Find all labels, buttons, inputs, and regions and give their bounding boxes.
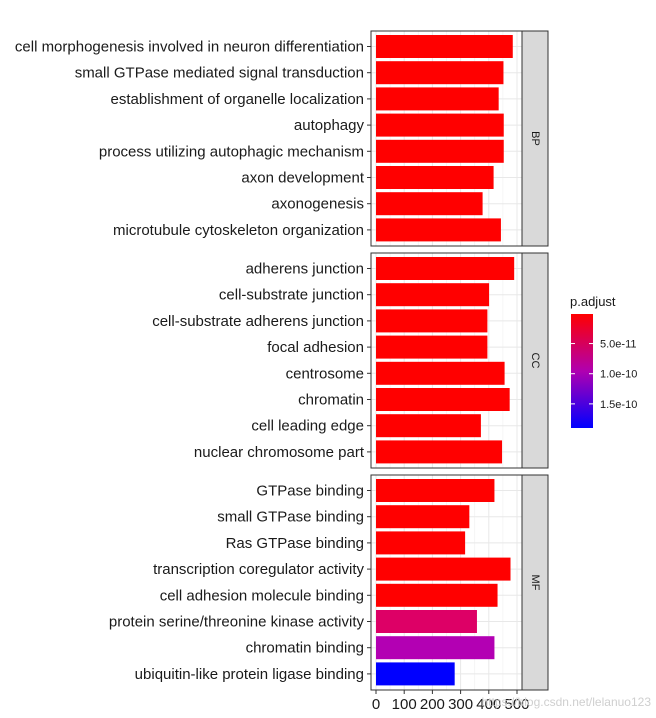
facet-strip-label: MF: [529, 575, 541, 591]
term-label: autophagy: [294, 117, 365, 134]
bar: [376, 557, 511, 581]
x-tick-label: 500: [504, 696, 529, 713]
term-label: focal adhesion: [267, 339, 364, 356]
bar: [376, 166, 494, 189]
facet-panel-bp: cell morphogenesis involved in neuron di…: [15, 30, 549, 247]
term-label: GTPase binding: [256, 483, 364, 500]
term-label: cell adhesion molecule binding: [160, 587, 364, 604]
facet-strip: [521, 252, 549, 469]
bar: [376, 531, 466, 555]
watermark: https://blog.csdn.net/lelanuo123: [482, 695, 652, 709]
term-label: establishment of organelle localization: [111, 91, 364, 108]
term-label: transcription coregulator activity: [153, 561, 364, 578]
bar: [376, 388, 510, 411]
legend-title: p.adjust: [570, 294, 616, 309]
term-label: axon development: [241, 170, 364, 187]
bar: [376, 414, 481, 438]
term-label: small GTPase mediated signal transductio…: [75, 65, 364, 82]
x-tick-label: 200: [420, 696, 445, 713]
term-label: cell-substrate junction: [219, 287, 364, 304]
term-label: chromatin binding: [246, 640, 364, 657]
bar: [376, 361, 505, 385]
bar: [376, 192, 483, 216]
term-label: small GTPase binding: [217, 509, 364, 526]
x-tick-label: 0: [372, 696, 380, 713]
facet-strip-label: CC: [529, 353, 541, 369]
term-label: cell morphogenesis involved in neuron di…: [15, 39, 364, 56]
bar: [376, 309, 488, 333]
term-label: cell-substrate adherens junction: [152, 313, 364, 330]
legend-tick-label: 1.5e-10: [600, 399, 637, 411]
facet-panel-cc: adherens junction cell-substrate junction…: [152, 252, 549, 469]
color-legend: p.adjust 5.0e-11 1.0e-10 1.5e-10: [570, 294, 637, 428]
term-label: protein serine/threonine kinase activity: [109, 614, 365, 631]
bar: [376, 61, 504, 85]
facet-strip: [521, 30, 549, 247]
term-label: microtubule cytoskeleton organization: [113, 222, 364, 239]
x-axis: 0 100 200 300 400 500: [372, 690, 530, 713]
x-tick-label: 400: [476, 696, 501, 713]
bar: [376, 479, 495, 502]
legend-tick-label: 5.0e-11: [600, 339, 637, 351]
legend-colorbar: [571, 314, 593, 428]
term-label: nuclear chromosome part: [194, 444, 365, 461]
term-label: centrosome: [286, 365, 364, 382]
facet-strip-label: BP: [529, 131, 541, 146]
bar: [376, 35, 513, 58]
term-label: adherens junction: [246, 261, 364, 278]
term-label: ubiquitin-like protein ligase binding: [135, 666, 364, 683]
bar: [376, 440, 503, 464]
bar: [376, 283, 490, 307]
bar: [376, 335, 488, 359]
bar: [376, 113, 504, 137]
facet-strip: [521, 474, 549, 691]
bar: [376, 583, 498, 607]
bar: [376, 505, 470, 529]
term-label: cell leading edge: [251, 418, 364, 435]
bar: [376, 218, 501, 242]
bar: [376, 636, 495, 660]
x-tick-label: 300: [448, 696, 473, 713]
x-tick-label: 100: [392, 696, 417, 713]
term-label: chromatin: [298, 392, 364, 409]
legend-tick-label: 1.0e-10: [600, 369, 637, 381]
term-label: axonogenesis: [271, 196, 364, 213]
bar: [376, 87, 499, 111]
bar: [376, 662, 455, 686]
panels-layer: cell morphogenesis involved in neuron di…: [15, 30, 549, 691]
bar: [376, 610, 477, 633]
bar: [376, 139, 504, 163]
term-label: Ras GTPase binding: [226, 535, 364, 552]
term-label: process utilizing autophagic mechanism: [99, 143, 364, 160]
bar: [376, 257, 515, 280]
facet-panel-mf: GTPase binding small GTPase binding Ras GT…: [109, 474, 549, 691]
